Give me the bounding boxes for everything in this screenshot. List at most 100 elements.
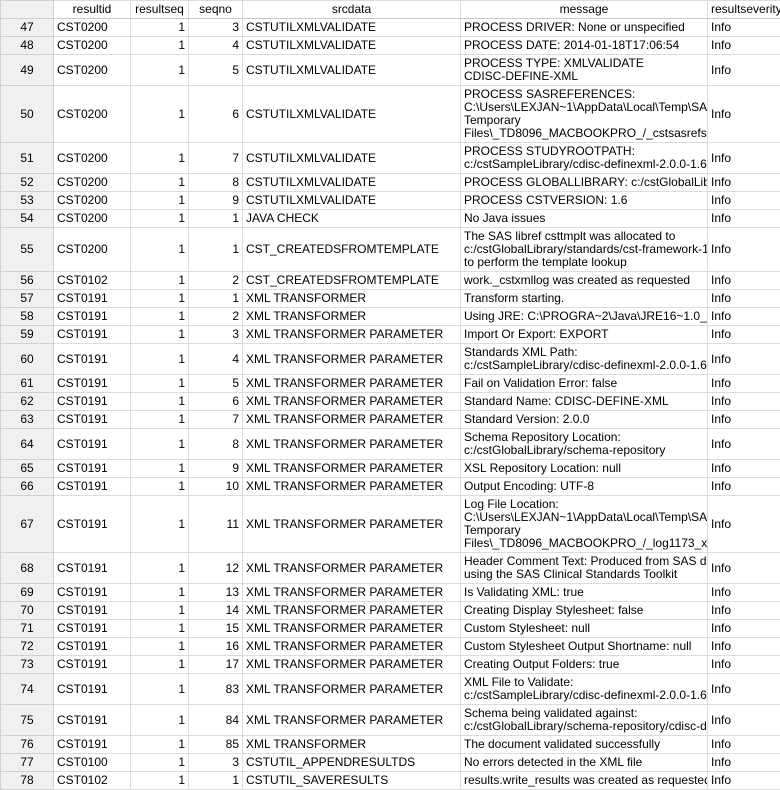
cell-srcdata[interactable]: CST_CREATEDSFROMTEMPLATE xyxy=(243,228,461,272)
cell-seqno[interactable]: 14 xyxy=(189,602,243,620)
cell-srcdata[interactable]: XML TRANSFORMER PARAMETER xyxy=(243,375,461,393)
cell-seqno[interactable]: 7 xyxy=(189,411,243,429)
cell-srcdata[interactable]: XML TRANSFORMER xyxy=(243,736,461,754)
cell-message[interactable]: Schema being validated against: c:/cstGl… xyxy=(461,705,708,736)
cell-seqno[interactable]: 8 xyxy=(189,174,243,192)
cell-message[interactable]: Using JRE: C:\PROGRA~2\Java\JRE16~1.0_2 xyxy=(461,308,708,326)
cell-message[interactable]: Is Validating XML: true xyxy=(461,584,708,602)
cell-srcdata[interactable]: XML TRANSFORMER xyxy=(243,308,461,326)
cell-resultseq[interactable]: 1 xyxy=(131,326,189,344)
cell-resultid[interactable]: CST0200 xyxy=(54,192,131,210)
row-number[interactable]: 55 xyxy=(1,228,54,272)
cell-resultseverity[interactable]: Info xyxy=(708,602,780,620)
cell-srcdata[interactable]: XML TRANSFORMER PARAMETER xyxy=(243,656,461,674)
cell-resultseq[interactable]: 1 xyxy=(131,429,189,460)
cell-seqno[interactable]: 6 xyxy=(189,393,243,411)
row-number[interactable]: 69 xyxy=(1,584,54,602)
row-number[interactable]: 73 xyxy=(1,656,54,674)
cell-resultseq[interactable]: 1 xyxy=(131,228,189,272)
cell-resultid[interactable]: CST0200 xyxy=(54,37,131,55)
row-number[interactable]: 63 xyxy=(1,411,54,429)
cell-resultid[interactable]: CST0200 xyxy=(54,210,131,228)
cell-resultid[interactable]: CST0191 xyxy=(54,620,131,638)
cell-resultid[interactable]: CST0200 xyxy=(54,228,131,272)
cell-srcdata[interactable]: XML TRANSFORMER PARAMETER xyxy=(243,326,461,344)
cell-seqno[interactable]: 85 xyxy=(189,736,243,754)
cell-message[interactable]: Creating Output Folders: true xyxy=(461,656,708,674)
cell-srcdata[interactable]: XML TRANSFORMER PARAMETER xyxy=(243,674,461,705)
cell-resultseverity[interactable]: Info xyxy=(708,656,780,674)
cell-message[interactable]: Log File Location: C:\Users\LEXJAN~1\App… xyxy=(461,496,708,553)
cell-resultid[interactable]: CST0191 xyxy=(54,375,131,393)
cell-seqno[interactable]: 2 xyxy=(189,272,243,290)
cell-resultid[interactable]: CST0102 xyxy=(54,772,131,790)
cell-resultseverity[interactable]: Info xyxy=(708,584,780,602)
cell-resultid[interactable]: CST0191 xyxy=(54,656,131,674)
cell-resultid[interactable]: CST0200 xyxy=(54,55,131,86)
row-number[interactable]: 75 xyxy=(1,705,54,736)
cell-message[interactable]: PROCESS CSTVERSION: 1.6 xyxy=(461,192,708,210)
cell-message[interactable]: Schema Repository Location: c:/cstGlobal… xyxy=(461,429,708,460)
cell-seqno[interactable]: 2 xyxy=(189,308,243,326)
cell-message[interactable]: Fail on Validation Error: false xyxy=(461,375,708,393)
cell-srcdata[interactable]: CSTUTILXMLVALIDATE xyxy=(243,86,461,143)
cell-resultseverity[interactable]: Info xyxy=(708,478,780,496)
cell-seqno[interactable]: 9 xyxy=(189,460,243,478)
cell-resultseverity[interactable]: Info xyxy=(708,754,780,772)
cell-resultid[interactable]: CST0191 xyxy=(54,393,131,411)
cell-resultseq[interactable]: 1 xyxy=(131,496,189,553)
cell-seqno[interactable]: 3 xyxy=(189,754,243,772)
cell-resultseverity[interactable]: Info xyxy=(708,553,780,584)
row-number[interactable]: 71 xyxy=(1,620,54,638)
cell-srcdata[interactable]: XML TRANSFORMER PARAMETER xyxy=(243,393,461,411)
cell-resultid[interactable]: CST0191 xyxy=(54,638,131,656)
row-number[interactable]: 59 xyxy=(1,326,54,344)
row-number[interactable]: 54 xyxy=(1,210,54,228)
cell-resultseq[interactable]: 1 xyxy=(131,55,189,86)
cell-resultid[interactable]: CST0200 xyxy=(54,174,131,192)
row-number[interactable]: 78 xyxy=(1,772,54,790)
row-number[interactable]: 76 xyxy=(1,736,54,754)
cell-resultseverity[interactable]: Info xyxy=(708,86,780,143)
cell-message[interactable]: Output Encoding: UTF-8 xyxy=(461,478,708,496)
cell-resultseq[interactable]: 1 xyxy=(131,290,189,308)
cell-seqno[interactable]: 3 xyxy=(189,326,243,344)
cell-resultseq[interactable]: 1 xyxy=(131,602,189,620)
cell-srcdata[interactable]: XML TRANSFORMER PARAMETER xyxy=(243,411,461,429)
cell-seqno[interactable]: 11 xyxy=(189,496,243,553)
cell-resultseq[interactable]: 1 xyxy=(131,620,189,638)
corner-header[interactable] xyxy=(1,1,54,19)
row-number[interactable]: 74 xyxy=(1,674,54,705)
cell-seqno[interactable]: 84 xyxy=(189,705,243,736)
cell-message[interactable]: work._cstxmllog was created as requested xyxy=(461,272,708,290)
cell-message[interactable]: Import Or Export: EXPORT xyxy=(461,326,708,344)
cell-srcdata[interactable]: CSTUTILXMLVALIDATE xyxy=(243,192,461,210)
cell-resultid[interactable]: CST0191 xyxy=(54,496,131,553)
row-number[interactable]: 47 xyxy=(1,19,54,37)
cell-resultid[interactable]: CST0200 xyxy=(54,143,131,174)
cell-seqno[interactable]: 17 xyxy=(189,656,243,674)
cell-message[interactable]: Custom Stylesheet Output Shortname: null xyxy=(461,638,708,656)
cell-resultseq[interactable]: 1 xyxy=(131,772,189,790)
cell-message[interactable]: PROCESS DRIVER: None or unspecified xyxy=(461,19,708,37)
row-number[interactable]: 49 xyxy=(1,55,54,86)
cell-seqno[interactable]: 1 xyxy=(189,772,243,790)
cell-srcdata[interactable]: CST_CREATEDSFROMTEMPLATE xyxy=(243,272,461,290)
cell-resultid[interactable]: CST0191 xyxy=(54,602,131,620)
cell-resultid[interactable]: CST0191 xyxy=(54,290,131,308)
cell-resultid[interactable]: CST0100 xyxy=(54,754,131,772)
cell-resultseq[interactable]: 1 xyxy=(131,705,189,736)
cell-srcdata[interactable]: CSTUTILXMLVALIDATE xyxy=(243,174,461,192)
